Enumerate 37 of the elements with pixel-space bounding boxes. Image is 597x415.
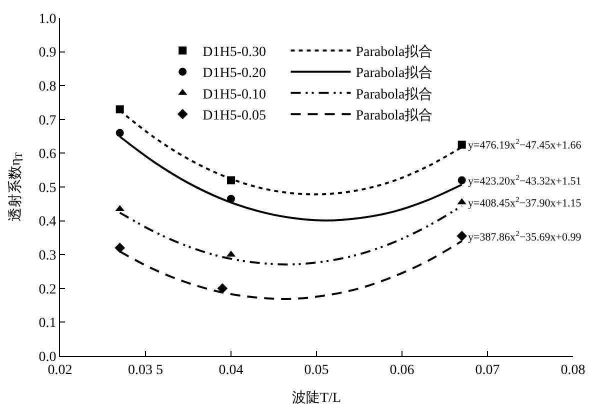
y-tick-label: 0.0 <box>38 350 56 365</box>
point <box>458 140 466 149</box>
legend-label: Parabola拟合 <box>356 108 433 124</box>
legend-label: D1H5-0.05 <box>202 108 266 124</box>
point <box>114 242 126 254</box>
point <box>217 283 228 294</box>
point <box>116 128 124 137</box>
legend-label: D1H5-0.10 <box>202 87 266 102</box>
x-tick-label: 0.02 <box>48 362 72 378</box>
x-tick-label: 0.08 <box>560 362 586 378</box>
annotation: y=408.45x$^{2}$−37.90x+1.15 <box>468 195 582 210</box>
legend-label: D1H5-0.30 <box>202 44 266 60</box>
legend-label: Parabola拟合 <box>356 44 433 60</box>
y-tick-label: 0.4 <box>38 214 56 230</box>
y-tick-label: 0.6 <box>38 147 56 162</box>
legend-label: D1H5-0.20 <box>202 66 266 82</box>
point <box>458 176 466 184</box>
annotation: y=423.20x$^{2}$−43.32x+1.51 <box>468 173 582 188</box>
x-tick-label: 0.04 <box>218 362 244 378</box>
annotation: y=387.86x$^{2}$−35.69x+0.99 <box>468 229 582 244</box>
legend-label: Parabola拟合 <box>356 65 433 82</box>
y-tick-label: 1.0 <box>38 12 56 27</box>
y-tick-label: 0.5 <box>38 180 56 196</box>
x-tick-label: 0.07 <box>475 362 500 378</box>
y-tick-label: 0.3 <box>38 248 56 264</box>
annotation: y=476.19x$^{2}$−47.45x+1.66 <box>468 137 582 152</box>
y-tick-label: 0.1 <box>38 316 56 332</box>
y-tick-label: 0.2 <box>38 282 56 298</box>
legend-label: Parabola拟合 <box>356 86 433 102</box>
point <box>456 230 468 242</box>
y-tick-label: 0.9 <box>38 46 56 61</box>
x-tick-label: 0.05 <box>304 362 329 378</box>
y-tick-label: 0.7 <box>38 113 56 128</box>
y-tick-label: 0.8 <box>38 80 56 94</box>
x-tick-label: 0.03 5 <box>128 362 163 378</box>
x-axis-title: 波陡T/L <box>292 390 341 406</box>
x-tick-label: 0.06 <box>390 362 414 378</box>
